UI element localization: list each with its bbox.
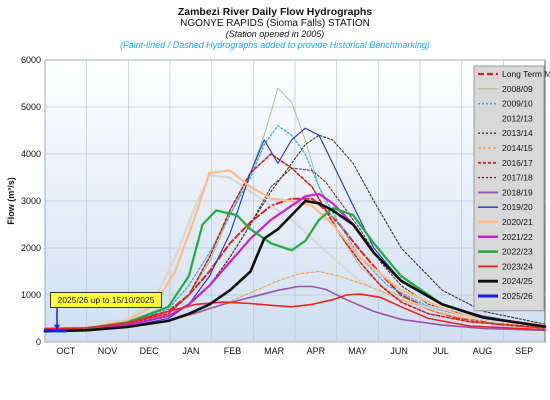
series-line-2020-21 [43, 169, 547, 332]
legend-label: 2013/14 [502, 128, 533, 138]
y-tick-label: 0 [36, 337, 41, 347]
legend-label: 2016/17 [502, 158, 533, 168]
legend-label: 2020/21 [502, 217, 533, 227]
legend-label: 2024/25 [502, 276, 533, 286]
x-tick-label: JAN [182, 346, 199, 356]
legend-label: 2023/24 [502, 261, 533, 271]
y-tick-label: 1000 [21, 290, 41, 300]
chart-title: Zambezi River Daily Flow Hydrographs [177, 6, 373, 18]
chart-titles: Zambezi River Daily Flow Hydrographs NGO… [0, 6, 550, 51]
legend-label: 2008/09 [502, 84, 533, 94]
y-axis-label: Flow (m³/s) [6, 177, 16, 225]
x-tick-label: JUL [433, 346, 449, 356]
legend-box [473, 65, 545, 312]
x-tick-label: MAY [348, 346, 367, 356]
y-tick-label: 4000 [21, 149, 41, 159]
x-tick-label: JUN [390, 346, 408, 356]
x-tick-label: MAR [264, 346, 285, 356]
x-tick-label: SEP [515, 346, 533, 356]
legend-label: 2017/18 [502, 173, 533, 183]
chart-note-benchmark: (Faint-lined / Dashed Hydrographs added … [120, 40, 430, 50]
x-tick-label: APR [307, 346, 326, 356]
y-tick-label: 5000 [21, 102, 41, 112]
series-line-2022-23 [43, 207, 547, 332]
x-tick-label: OCT [56, 346, 76, 356]
legend-label: 2025/26 [502, 291, 533, 301]
y-tick-label: 2000 [21, 243, 41, 253]
legend-label: Long Term Mean [502, 69, 550, 79]
legend-label: 2009/10 [502, 99, 533, 109]
x-tick-label: FEB [224, 346, 242, 356]
legend-label: 2021/22 [502, 232, 533, 242]
x-tick-label: AUG [473, 346, 493, 356]
chart-subtitle: NGONYE RAPIDS (Sioma Falls) STATION [180, 18, 370, 29]
series-line-2023-24 [44, 293, 546, 331]
current-year-annotation: 2025/26 up to 15/10/2025 [50, 292, 162, 308]
legend-label: 2022/23 [502, 247, 533, 257]
series-line-2009-10 [44, 125, 546, 331]
legend-label: 2014/15 [502, 143, 533, 153]
legend-label: 2012/13 [502, 113, 533, 123]
series-line-2024-25 [43, 199, 547, 333]
x-tick-label: NOV [98, 346, 118, 356]
chart-note: (Station opened in 2005) [225, 29, 325, 39]
y-tick-label: 6000 [21, 55, 41, 65]
annotation-arrowhead [54, 324, 60, 330]
series-line-2025-26 [43, 328, 67, 333]
y-tick-label: 3000 [21, 196, 41, 206]
legend-label: 2019/20 [502, 202, 533, 212]
x-tick-label: DEC [140, 346, 160, 356]
legend-label: 2018/19 [502, 187, 533, 197]
